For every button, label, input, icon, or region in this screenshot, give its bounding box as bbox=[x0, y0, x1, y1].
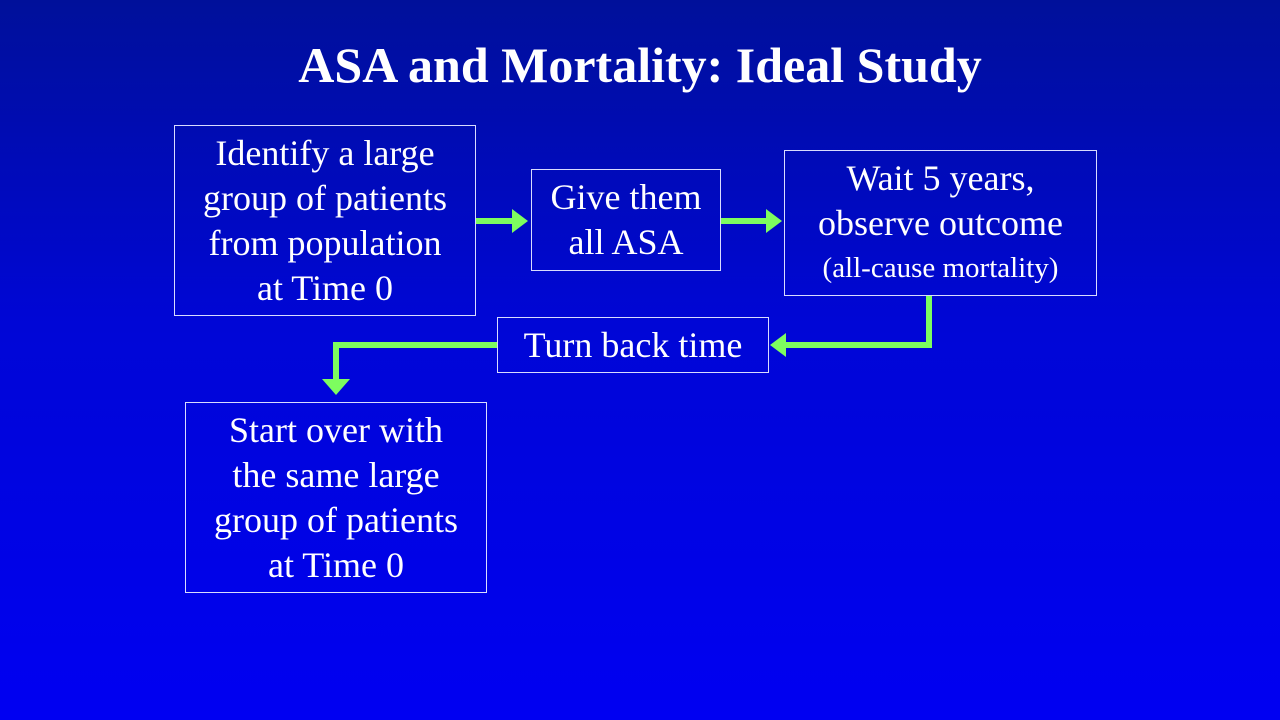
step-start-line: Start over with bbox=[229, 409, 443, 450]
arrow-wait-to-turn-back-head bbox=[770, 333, 786, 357]
step-give-line: all ASA bbox=[568, 222, 684, 262]
arrow-turn-back-to-start-over-head bbox=[322, 379, 350, 395]
step-start-over-box: Start over with the same large group of … bbox=[185, 402, 487, 593]
arrow-wait-to-turn-back-line bbox=[786, 296, 932, 348]
step-identify-line: group of patients bbox=[203, 177, 447, 218]
step-identify-line: from population bbox=[208, 222, 442, 263]
step-identify-line: at Time 0 bbox=[256, 267, 394, 308]
step-give-asa-box: Give them all ASA bbox=[531, 169, 721, 271]
step-identify-line: Identify a large bbox=[215, 132, 435, 173]
step-wait-line: observe outcome bbox=[818, 202, 1063, 243]
step-start-line: at Time 0 bbox=[267, 544, 405, 585]
step-start-line: the same large bbox=[232, 454, 440, 495]
arrow-identify-to-give-head bbox=[512, 209, 528, 233]
arrow-give-to-wait-head bbox=[766, 209, 782, 233]
step-wait-note: (all-cause mortality) bbox=[822, 251, 1059, 284]
step-wait-observe-box: Wait 5 years, observe outcome (all-cause… bbox=[784, 150, 1097, 296]
step-start-line: group of patients bbox=[214, 499, 458, 540]
step-identify-patients-box: Identify a large group of patients from … bbox=[174, 125, 476, 316]
step-give-line: Give them bbox=[550, 177, 702, 217]
slide-title: ASA and Mortality: Ideal Study bbox=[298, 37, 982, 93]
step-turn-back-time-box: Turn back time bbox=[497, 317, 769, 373]
step-wait-line: Wait 5 years, bbox=[846, 157, 1035, 198]
step-turn-line: Turn back time bbox=[523, 324, 743, 365]
arrow-turn-back-to-start-over-line bbox=[333, 342, 497, 379]
